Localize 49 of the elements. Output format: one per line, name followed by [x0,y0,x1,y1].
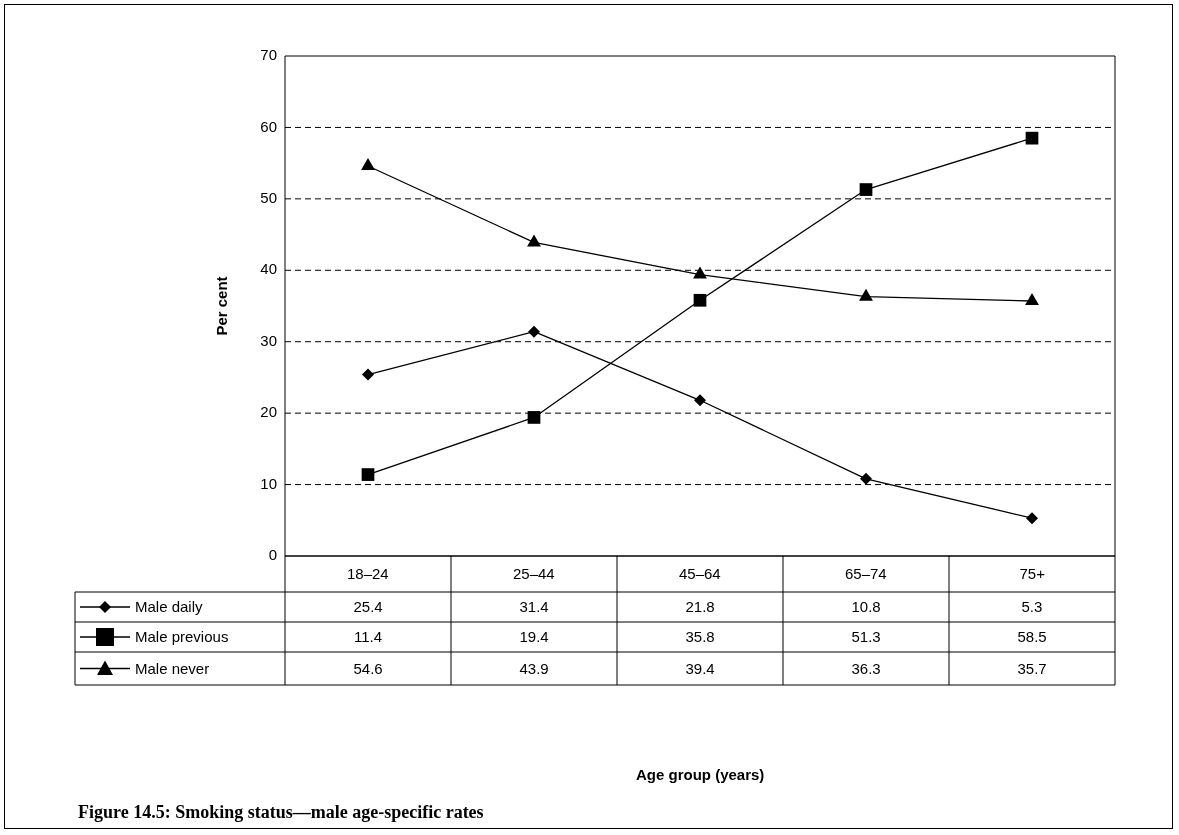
legend-label: Male previous [135,628,229,646]
point [527,411,541,424]
x-tick-label: 45–64 [679,565,721,583]
y-tick-label: 30 [260,331,277,349]
y-tick-label: 0 [268,546,277,564]
legend-label: Male never [135,659,210,678]
point [693,293,707,307]
data-label: 51.3 [851,628,881,646]
point [694,394,706,407]
x-tick-label: 65–74 [845,565,887,583]
x-tick-label: 75+ [1019,565,1045,583]
data-label: 19.4 [519,628,549,646]
data-label: 43.9 [519,659,549,678]
data-label: 11.4 [354,628,383,646]
y-tick-label: 40 [260,260,277,278]
point [1026,512,1038,525]
data-label: 58.5 [1017,628,1047,646]
point [1025,293,1039,305]
y-tick-label: 10 [260,474,277,492]
data-label: 5.3 [1021,598,1043,616]
data-label: 25.4 [353,598,383,616]
point [362,368,374,381]
point [361,158,375,170]
point [528,325,540,338]
data-label: 54.6 [353,659,383,678]
point [1025,131,1039,145]
point [527,234,541,247]
y-tick-label: 20 [260,403,277,421]
x-tick-label: 18–24 [347,565,389,583]
text: Figure 14.5: Smoking status—male age-specific rates [78,802,484,822]
data-label: 10.8 [851,598,881,616]
data-label: 35.7 [1017,659,1047,678]
x-tick-label: 25–44 [513,565,555,583]
point [693,266,707,279]
data-label: 31.4 [519,598,549,616]
data-label: 39.4 [685,659,715,678]
point [859,288,873,301]
data-label: 35.8 [685,628,715,646]
data-label: 36.3 [851,659,881,678]
y-tick-label: 70 [260,46,277,64]
point [859,183,873,196]
data-label: 21.8 [685,598,715,616]
y-tick-label: 60 [260,117,277,135]
point [860,472,872,485]
y-tick-label: 50 [260,189,277,206]
text: Age group (years) [636,766,765,784]
point [361,468,375,481]
legend-label: Male daily [135,598,203,616]
y-axis-title: Per cent [213,276,231,336]
